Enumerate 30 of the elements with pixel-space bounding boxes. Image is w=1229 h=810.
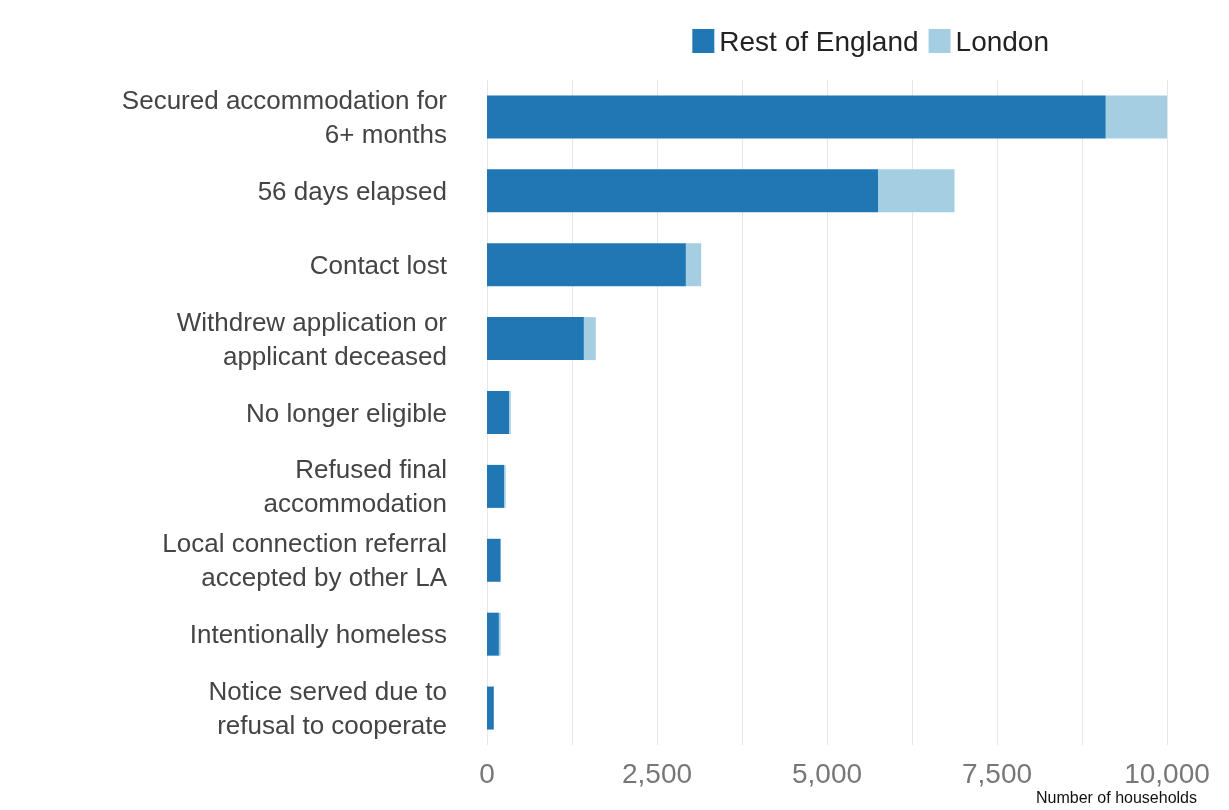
- y-tick-label: Notice served due to refusal to cooperate: [208, 676, 447, 741]
- x-tick-label: 5,000: [791, 757, 863, 789]
- x-tick-label: 10,000: [1124, 757, 1210, 789]
- y-tick-label: Local connection referral accepted by other LA: [162, 528, 448, 593]
- x-tick-label: 2,500: [621, 757, 693, 789]
- x-tick-label: 0: [479, 757, 495, 789]
- bar: [1105, 95, 1167, 139]
- legend-label: Rest of England: [719, 25, 919, 57]
- bar: [487, 612, 499, 656]
- bar: [487, 95, 1106, 139]
- y-tick-label: Secured accommodation for 6+ months: [121, 84, 448, 149]
- y-tick-label: No longer eligible: [246, 397, 447, 428]
- bar: [487, 538, 501, 582]
- bar: [487, 464, 504, 508]
- bar: [487, 169, 878, 213]
- y-tick-label: Refused final accommodation: [263, 454, 447, 519]
- y-tick-label: Contact lost: [309, 249, 448, 280]
- bar: [878, 169, 955, 213]
- bar: [685, 243, 702, 287]
- bar: [583, 317, 596, 361]
- bar: [487, 317, 584, 361]
- legend-label: London: [955, 25, 1049, 57]
- bar: [487, 686, 494, 730]
- y-tick-label: 56 days elapsed: [257, 175, 447, 206]
- y-tick-label: Withdrew application or applicant deceased: [176, 306, 448, 371]
- bar: [487, 391, 510, 434]
- bar: [487, 243, 686, 287]
- y-tick-label: Intentionally homeless: [189, 619, 447, 650]
- x-axis-title: Number of households: [1036, 788, 1197, 806]
- x-tick-label: 7,500: [961, 757, 1033, 789]
